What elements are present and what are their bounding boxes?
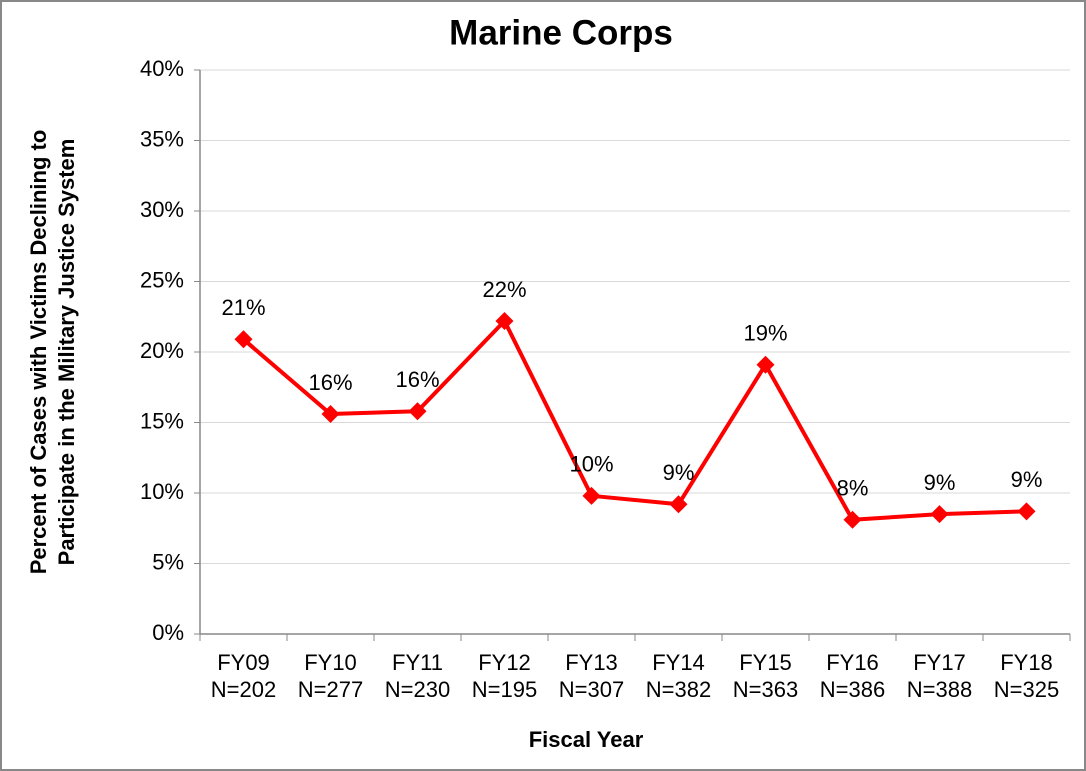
x-tick-line: FY14 [652,650,705,675]
data-label: 22% [482,277,526,302]
data-label: 9% [1011,467,1043,492]
marker [408,402,427,421]
x-tick-line: N=277 [298,677,363,702]
y-tick-label: 35% [140,126,184,151]
line [242,318,1027,522]
x-tick-label: FY17 N=388 [907,650,972,702]
x-tick-line: N=386 [820,677,885,702]
x-tick-label: FY14 N=382 [646,650,711,702]
marker [582,486,601,505]
x-tick-line: FY13 [565,650,618,675]
marker [843,510,862,529]
marker [669,495,688,514]
x-tick-line: N=307 [559,677,624,702]
marker [1017,502,1036,521]
x-tick-label: FY09 N=202 [211,650,276,702]
y-tick-label: 25% [140,267,184,292]
marker [321,405,340,424]
x-tick-line: N=382 [646,677,711,702]
x-tick-line: FY09 [217,650,270,675]
x-tick-line: FY15 [739,650,792,675]
marker [930,505,949,524]
data-label: 16% [308,370,352,395]
x-tick-line: N=388 [907,677,972,702]
y-tick-label: 30% [140,197,184,222]
x-tick-line: FY17 [913,650,966,675]
x-tick-line: FY11 [392,650,443,675]
marker [495,311,514,330]
y-tick-label: 0% [152,620,184,645]
x-tick-label: FY10 N=277 [298,650,363,702]
y-axis-label: Participate in the Military Justice Syst… [54,139,79,566]
y-tick-label: 20% [140,338,184,363]
y-tick-label: 10% [140,479,184,504]
x-tick-label: FY18 N=325 [994,650,1059,702]
y-tick-label: 5% [152,549,184,574]
data-label: 8% [837,476,869,501]
x-tick-line: N=202 [211,677,276,702]
data-label: 21% [221,295,265,320]
data-label: 9% [924,470,956,495]
x-axis-label: Fiscal Year [529,727,644,752]
x-tick-label: FY11 N=230 [385,650,450,702]
x-tick-label: FY13 N=307 [559,650,624,702]
x-tick-line: N=363 [733,677,798,702]
marker [756,355,775,374]
y-tick-label: 40% [140,56,184,81]
x-tick-label: FY16 N=386 [820,650,885,702]
x-tick-label: FY12 N=195 [472,650,537,702]
y-tick-label: 15% [140,408,184,433]
x-tick-line: N=230 [385,677,450,702]
data-label: 9% [663,460,695,485]
data-label: 16% [395,367,439,392]
y-axis-label: Percent of Cases with Victims Declining … [26,130,51,575]
x-tick-line: FY16 [826,650,879,675]
x-tick-line: FY12 [478,650,531,675]
data-label: 19% [743,321,787,346]
x-tick-line: FY18 [1000,650,1053,675]
x-tick-line: N=325 [994,677,1059,702]
data-label: 10% [569,452,613,477]
x-tick-label: FY15 N=363 [733,650,798,702]
x-tick-line: N=195 [472,677,537,702]
marker [234,330,253,349]
x-tick-line: FY10 [304,650,357,675]
chart-title: Marine Corps [449,13,673,52]
